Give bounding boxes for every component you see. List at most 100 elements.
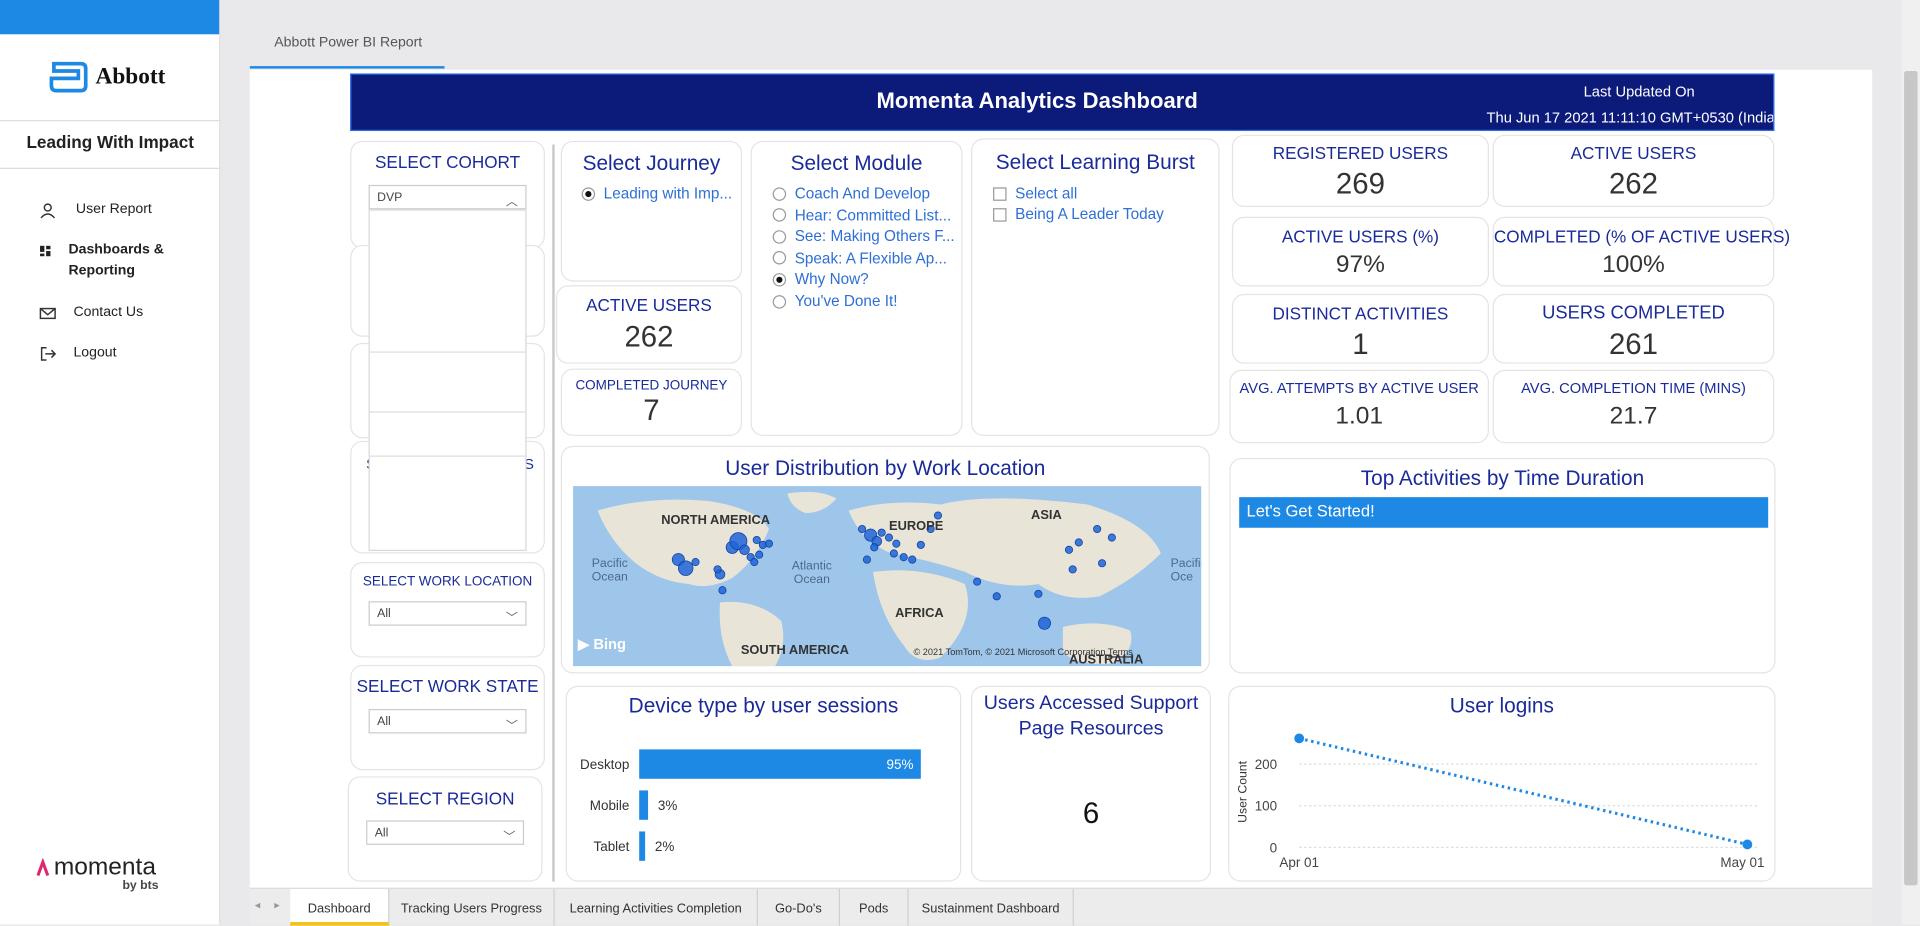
tab-scroll-right-icon[interactable]: ▸ bbox=[274, 898, 280, 912]
map-location-dot[interactable] bbox=[739, 544, 750, 556]
report-tab[interactable]: Abbott Power BI Report bbox=[249, 20, 445, 69]
kpi-value: 262 bbox=[1608, 167, 1658, 201]
footer-brand: momenta bbox=[53, 853, 156, 881]
module-option[interactable]: Speak: A Flexible Ap... bbox=[772, 250, 947, 267]
work-state-value: All bbox=[377, 715, 391, 729]
map-location-dot[interactable] bbox=[889, 549, 898, 558]
map-location-dot[interactable] bbox=[899, 553, 908, 562]
map-location-dot[interactable] bbox=[916, 540, 925, 549]
map-location-dot[interactable] bbox=[678, 560, 694, 576]
page-tab[interactable]: Sustainment Dashboard bbox=[909, 888, 1074, 926]
nav-label: Dashboards & Reporting bbox=[68, 242, 164, 278]
nav-contact-us[interactable]: Contact Us bbox=[39, 302, 143, 323]
map-location-dot[interactable] bbox=[870, 543, 879, 552]
kpi-value: 269 bbox=[1335, 167, 1385, 201]
map-location-dot[interactable] bbox=[877, 528, 886, 537]
kpi-label: ACTIVE USERS bbox=[1570, 143, 1697, 163]
nav-user-report[interactable]: User Report bbox=[39, 200, 152, 221]
device-bar[interactable] bbox=[639, 831, 646, 861]
map-location-dot[interactable] bbox=[1107, 533, 1116, 542]
module-option-label: Hear: Committed List... bbox=[794, 206, 952, 224]
active-users-card: ACTIVE USERS 262 bbox=[555, 285, 743, 364]
map-location-dot[interactable] bbox=[1074, 538, 1083, 547]
logins-point[interactable] bbox=[1294, 733, 1305, 744]
map-location-dot[interactable] bbox=[908, 555, 917, 564]
map-location-dot[interactable] bbox=[755, 550, 764, 559]
map-ocean-label: Atlantic Ocean bbox=[791, 559, 832, 587]
kpi-label: DISTINCT ACTIVITIES bbox=[1272, 303, 1449, 324]
map-location-dot[interactable] bbox=[1034, 589, 1043, 598]
module-option[interactable]: Hear: Committed List... bbox=[772, 206, 952, 224]
cohort-value: DVP bbox=[377, 191, 403, 205]
mail-icon bbox=[39, 307, 56, 320]
map-location-dot[interactable] bbox=[926, 524, 935, 534]
map-location-dot[interactable] bbox=[933, 511, 943, 520]
list-divider bbox=[369, 411, 526, 413]
burst-option[interactable]: Being A Leader Today bbox=[993, 206, 1164, 223]
nav-label: User Report bbox=[75, 202, 152, 217]
cohort-dropdown-list[interactable] bbox=[368, 209, 527, 552]
map-location-dot[interactable] bbox=[1093, 524, 1102, 534]
map-location-dot[interactable] bbox=[884, 533, 894, 542]
device-category-label: Desktop bbox=[580, 757, 629, 772]
device-value-label: 95% bbox=[887, 757, 914, 772]
map-location-dot[interactable] bbox=[718, 586, 727, 595]
page-tab[interactable]: Tracking Users Progress bbox=[389, 888, 555, 926]
module-option[interactable]: Coach And Develop bbox=[772, 184, 931, 203]
device-bar[interactable] bbox=[639, 749, 921, 779]
map-location-dot[interactable] bbox=[691, 558, 700, 567]
map-location-dot[interactable] bbox=[858, 524, 867, 534]
map-label: ASIA bbox=[1031, 508, 1062, 523]
map-ocean-label: Pacific Oce bbox=[1170, 557, 1202, 585]
module-option-label: Why Now? bbox=[794, 271, 869, 289]
map-location-dot[interactable] bbox=[752, 535, 761, 545]
last-updated-value: Thu Jun 17 2021 11:11:10 GMT+0530 (India bbox=[1486, 108, 1774, 127]
nav-logout[interactable]: Logout bbox=[39, 343, 117, 364]
page-tab[interactable]: Dashboard bbox=[290, 888, 390, 926]
map-location-dot[interactable] bbox=[764, 539, 774, 548]
kpi-label: AVG. COMPLETION TIME (MINS) bbox=[1521, 379, 1746, 397]
radio-selected-icon bbox=[772, 272, 787, 287]
work-location-dropdown[interactable]: All ﹀ bbox=[368, 601, 527, 626]
map-location-dot[interactable] bbox=[973, 577, 982, 586]
journey-card: Select Journey bbox=[560, 140, 743, 282]
brand-name: Abbott bbox=[95, 63, 166, 90]
module-option-label: Coach And Develop bbox=[794, 184, 931, 203]
sidebar: Abbott Leading With Impact User Report D… bbox=[0, 0, 221, 925]
top-activity-bar[interactable]: Let's Get Started! bbox=[1239, 497, 1769, 528]
kpi-card-avg-time: AVG. COMPLETION TIME (MINS) 21.7 bbox=[1492, 369, 1775, 444]
terms-link[interactable]: Terms bbox=[1107, 646, 1133, 658]
module-option[interactable]: You've Done It! bbox=[772, 292, 898, 310]
map-location-dot[interactable] bbox=[1038, 616, 1051, 630]
work-state-dropdown[interactable]: All ﹀ bbox=[368, 708, 527, 734]
map-location-dot[interactable] bbox=[713, 565, 722, 574]
map-location-dot[interactable] bbox=[992, 592, 1001, 601]
burst-option-select-all[interactable]: Select all bbox=[993, 185, 1077, 202]
tab-scroll-left-icon[interactable]: ◂ bbox=[254, 898, 261, 912]
device-bar[interactable] bbox=[639, 790, 649, 820]
map-location-dot[interactable] bbox=[1098, 559, 1107, 568]
vertical-scrollbar[interactable] bbox=[1901, 0, 1920, 925]
module-option[interactable]: See: Making Others F... bbox=[772, 228, 955, 245]
journey-option[interactable]: Leading with Imp... bbox=[581, 185, 732, 202]
map-location-dot[interactable] bbox=[862, 555, 871, 564]
nav-dashboards-reporting[interactable]: Dashboards & Reporting bbox=[39, 240, 186, 282]
cohort-dropdown[interactable]: DVP ︿ bbox=[368, 184, 527, 210]
map-location-dot[interactable] bbox=[1068, 565, 1077, 574]
chevron-down-icon: ﹀ bbox=[503, 831, 516, 845]
page-tab[interactable]: Learning Activities Completion bbox=[555, 888, 758, 926]
page-tab[interactable]: Go-Do's bbox=[758, 888, 841, 926]
world-map[interactable]: NORTH AMERICA EUROPE ASIA AFRICA SOUTH A… bbox=[573, 486, 1202, 667]
kpi-value: 97% bbox=[1335, 251, 1385, 278]
module-option[interactable]: Why Now? bbox=[772, 271, 869, 289]
map-location-dot[interactable] bbox=[750, 558, 759, 567]
divider bbox=[0, 120, 221, 122]
page-tab[interactable]: Pods bbox=[840, 888, 909, 926]
logins-point[interactable] bbox=[1742, 839, 1753, 850]
radio-icon bbox=[772, 208, 787, 222]
map-location-dot[interactable] bbox=[1064, 545, 1074, 554]
map-location-dot[interactable] bbox=[892, 539, 901, 548]
scrollbar-thumb[interactable] bbox=[1904, 71, 1918, 886]
region-dropdown[interactable]: All ﹀ bbox=[366, 820, 525, 845]
module-option-label: You've Done It! bbox=[794, 292, 898, 310]
